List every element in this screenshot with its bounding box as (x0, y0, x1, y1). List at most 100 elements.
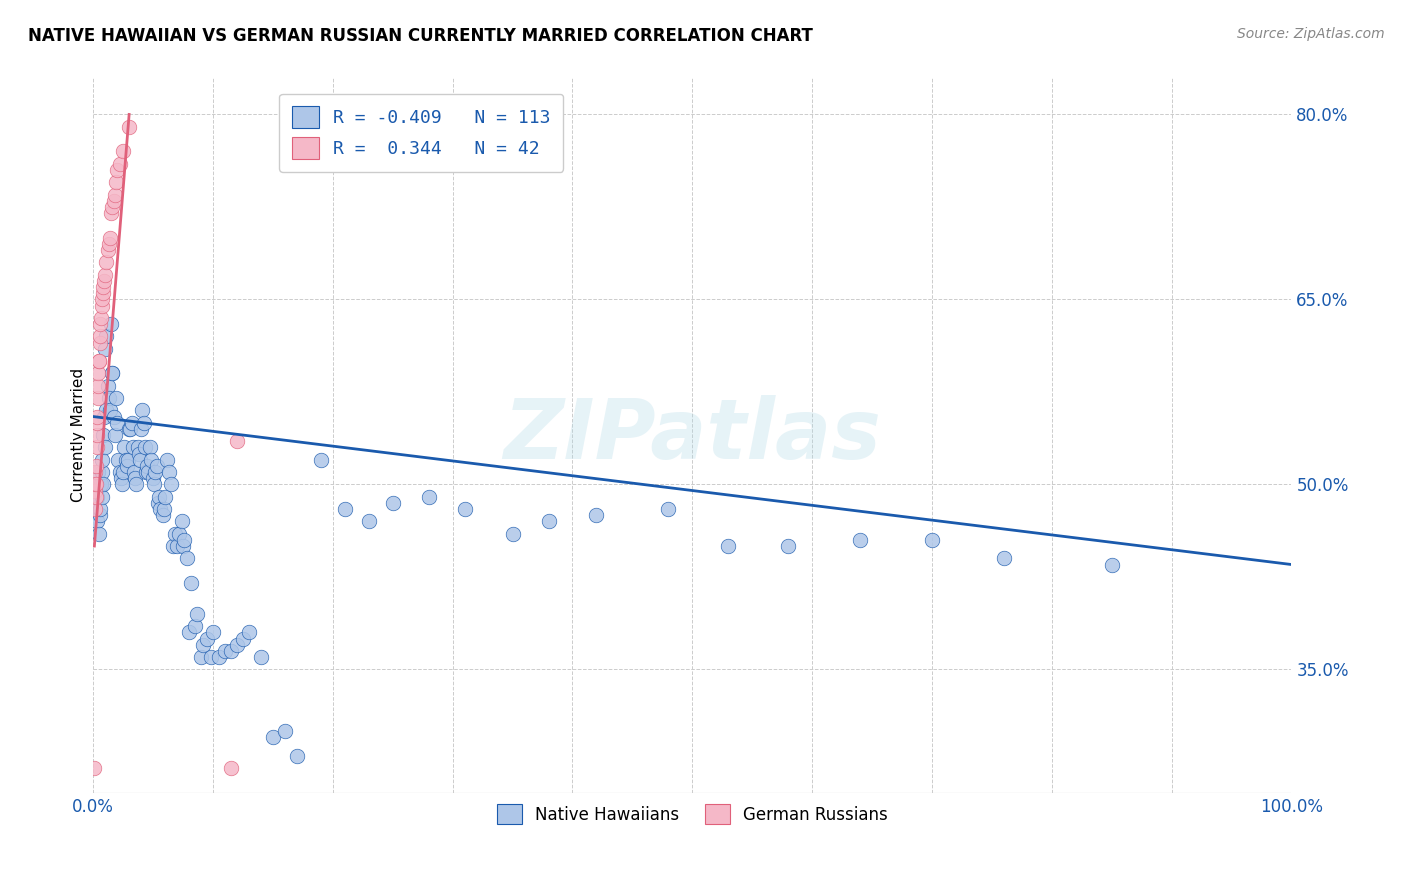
Point (90, 452, 112, 467)
Point (117, 452, 139, 467)
Point (96, 255, 118, 269)
Point (149, 502, 172, 516)
Point (86, 441, 108, 455)
Point (129, 452, 152, 467)
Point (87, 354, 110, 368)
Point (173, 533, 195, 547)
Point (83, 761, 105, 775)
Point (849, 533, 872, 547)
Point (657, 502, 679, 516)
Point (180, 576, 202, 591)
Point (184, 619, 207, 633)
Point (157, 465, 180, 479)
Point (114, 452, 136, 467)
Point (170, 514, 193, 528)
Point (91, 490, 114, 504)
Point (91, 293, 114, 307)
Point (172, 539, 194, 553)
Point (232, 632, 254, 646)
Point (162, 539, 184, 553)
Point (84, 477, 107, 491)
Point (93, 280, 115, 294)
Point (90, 310, 112, 325)
Point (122, 465, 145, 479)
Point (91, 428, 114, 442)
Point (84, 477, 107, 491)
Point (83, 496, 105, 510)
Point (131, 403, 153, 417)
Point (127, 441, 149, 455)
Point (91, 286, 114, 301)
Point (125, 477, 148, 491)
Point (89, 354, 111, 368)
Point (104, 391, 127, 405)
Point (103, 194, 125, 208)
Point (104, 187, 127, 202)
Point (94, 342, 117, 356)
Point (87, 367, 110, 381)
Point (146, 496, 169, 510)
Point (105, 162, 128, 177)
Point (87, 391, 110, 405)
Text: ZIPatlas: ZIPatlas (503, 394, 882, 475)
Point (193, 638, 215, 652)
Point (107, 452, 129, 467)
Point (152, 508, 174, 523)
Point (115, 458, 138, 473)
Point (333, 502, 356, 516)
Point (89, 508, 111, 523)
Point (86, 428, 108, 442)
Point (98, 231, 121, 245)
Point (156, 452, 179, 467)
Point (112, 441, 135, 455)
Point (274, 724, 297, 739)
Point (83, 483, 105, 498)
Point (186, 607, 208, 621)
Point (153, 490, 176, 504)
Point (90, 465, 112, 479)
Point (90, 299, 112, 313)
Point (97, 236, 120, 251)
Point (110, 471, 132, 485)
Point (778, 539, 800, 553)
Point (97, 391, 120, 405)
Point (104, 428, 127, 442)
Point (94, 268, 117, 282)
Point (177, 625, 200, 640)
Point (84, 465, 107, 479)
Text: Source: ZipAtlas.com: Source: ZipAtlas.com (1237, 27, 1385, 41)
Point (309, 452, 332, 467)
Point (98, 403, 121, 417)
Point (219, 761, 242, 775)
Point (262, 730, 284, 744)
Point (100, 317, 122, 331)
Point (86, 514, 108, 528)
Point (200, 650, 222, 665)
Point (121, 441, 143, 455)
Point (83, 502, 105, 516)
Point (93, 409, 115, 424)
Point (143, 477, 166, 491)
Point (418, 490, 440, 504)
Point (118, 120, 141, 134)
Point (153, 502, 176, 516)
Point (89, 329, 111, 343)
Point (136, 465, 159, 479)
Point (453, 502, 475, 516)
Point (94, 329, 117, 343)
Point (108, 157, 131, 171)
Point (138, 441, 160, 455)
Point (148, 490, 170, 504)
Point (176, 551, 198, 566)
Point (357, 514, 380, 528)
Point (214, 644, 236, 658)
Point (537, 514, 560, 528)
Point (118, 422, 141, 436)
Point (93, 477, 115, 491)
Point (111, 477, 134, 491)
Point (921, 533, 943, 547)
Point (139, 452, 162, 467)
Point (104, 175, 127, 189)
Point (101, 200, 124, 214)
Point (202, 625, 225, 640)
